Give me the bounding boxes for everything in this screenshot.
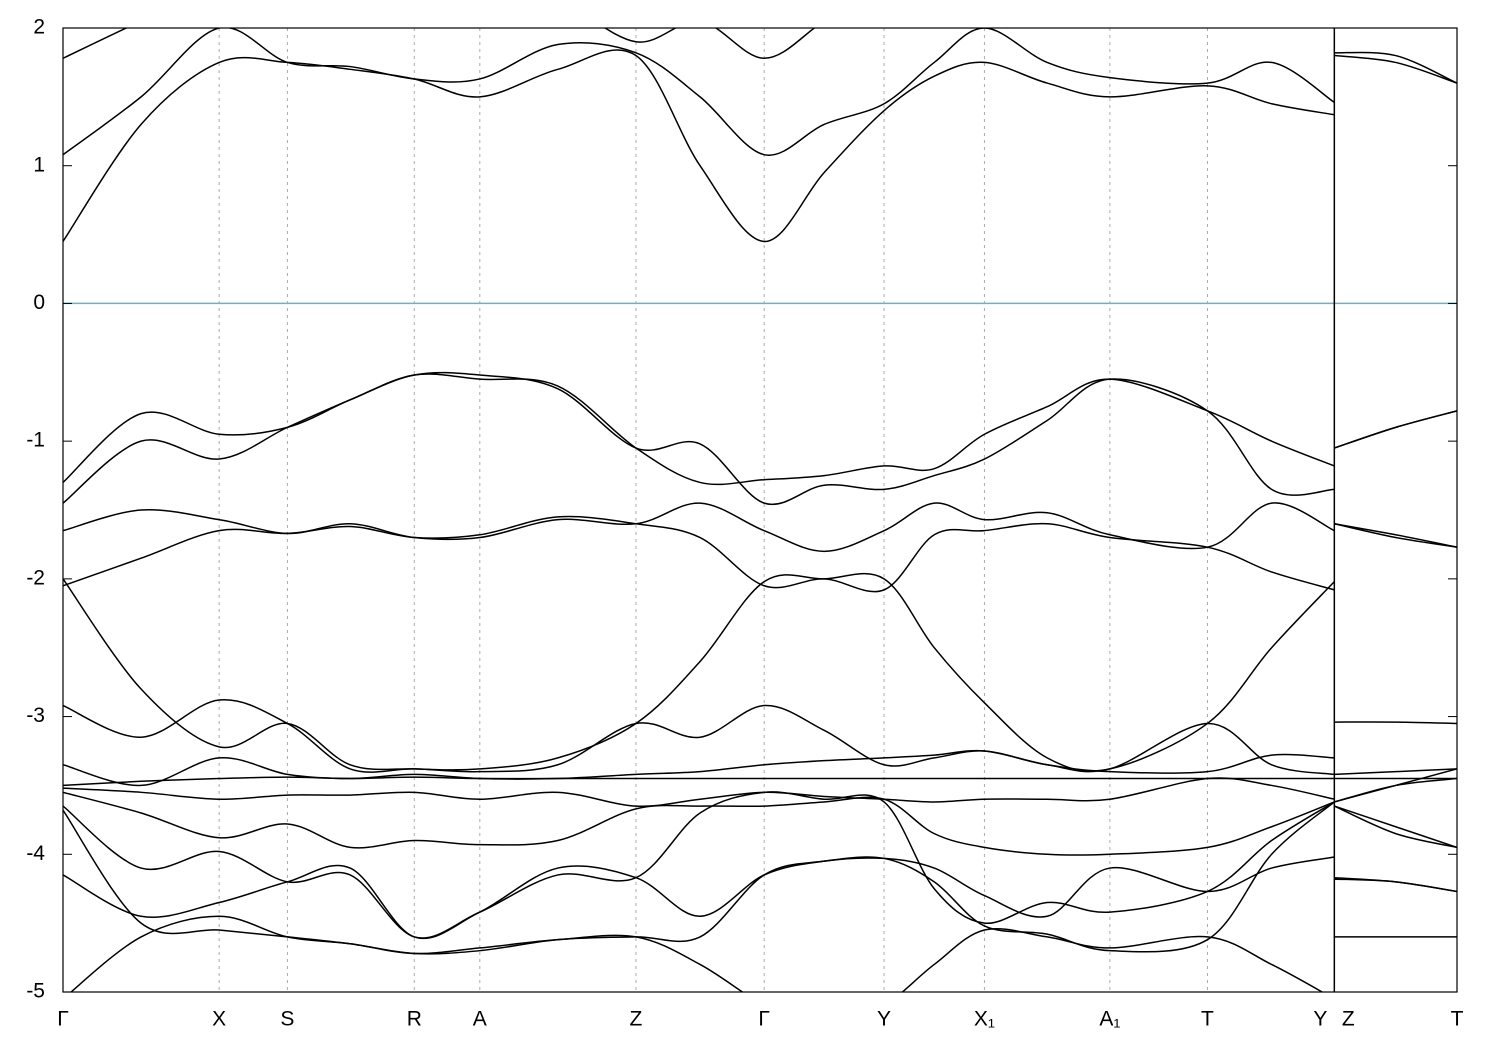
x-tick-label: Y (877, 1008, 891, 1031)
y-tick-label: -4 (26, 842, 45, 865)
x-tick-label: Y (1313, 1008, 1327, 1031)
x-tick-label: T (1451, 1008, 1464, 1031)
band-line (69, 801, 1457, 992)
band-line (63, 28, 1457, 156)
y-tick-label: -3 (26, 704, 45, 727)
band-line (63, 502, 1457, 553)
band-line (63, 699, 1457, 776)
band-line (63, 856, 1457, 940)
x-tick-label: Z (630, 1008, 643, 1031)
x-tick-label: R (407, 1008, 422, 1031)
band-line (63, 515, 1457, 593)
band-line (63, 791, 1457, 856)
y-tick-label: 0 (33, 291, 45, 314)
x-tick-label: A (473, 1008, 487, 1031)
x-tick-label: Γ (758, 1008, 770, 1031)
band-line (63, 371, 1457, 506)
band-line (63, 28, 816, 60)
x-tick-label: A₁ (1099, 1008, 1120, 1031)
band-line (63, 809, 1457, 992)
band-line (63, 791, 1457, 939)
band-line (63, 749, 1457, 787)
y-tick-label: -5 (26, 980, 45, 1003)
y-tick-label: 1 (33, 153, 45, 176)
band-line (63, 49, 1457, 243)
y-tick-label: -2 (26, 566, 45, 589)
y-tick-label: -1 (26, 429, 45, 452)
band-line (63, 768, 1457, 807)
x-tick-label: X (212, 1008, 226, 1031)
x-tick-label: Γ (57, 1008, 69, 1031)
x-tick-label: S (280, 1008, 294, 1031)
x-tick-label: T (1201, 1008, 1214, 1031)
bands (63, 28, 1457, 992)
x-tick-label: X₁ (974, 1008, 995, 1031)
y-tick-label: 2 (33, 16, 45, 39)
x-tick-label: Z (1342, 1008, 1355, 1031)
band-line (63, 373, 1457, 486)
band-line (63, 572, 1457, 772)
plot-border (62, 27, 1458, 993)
